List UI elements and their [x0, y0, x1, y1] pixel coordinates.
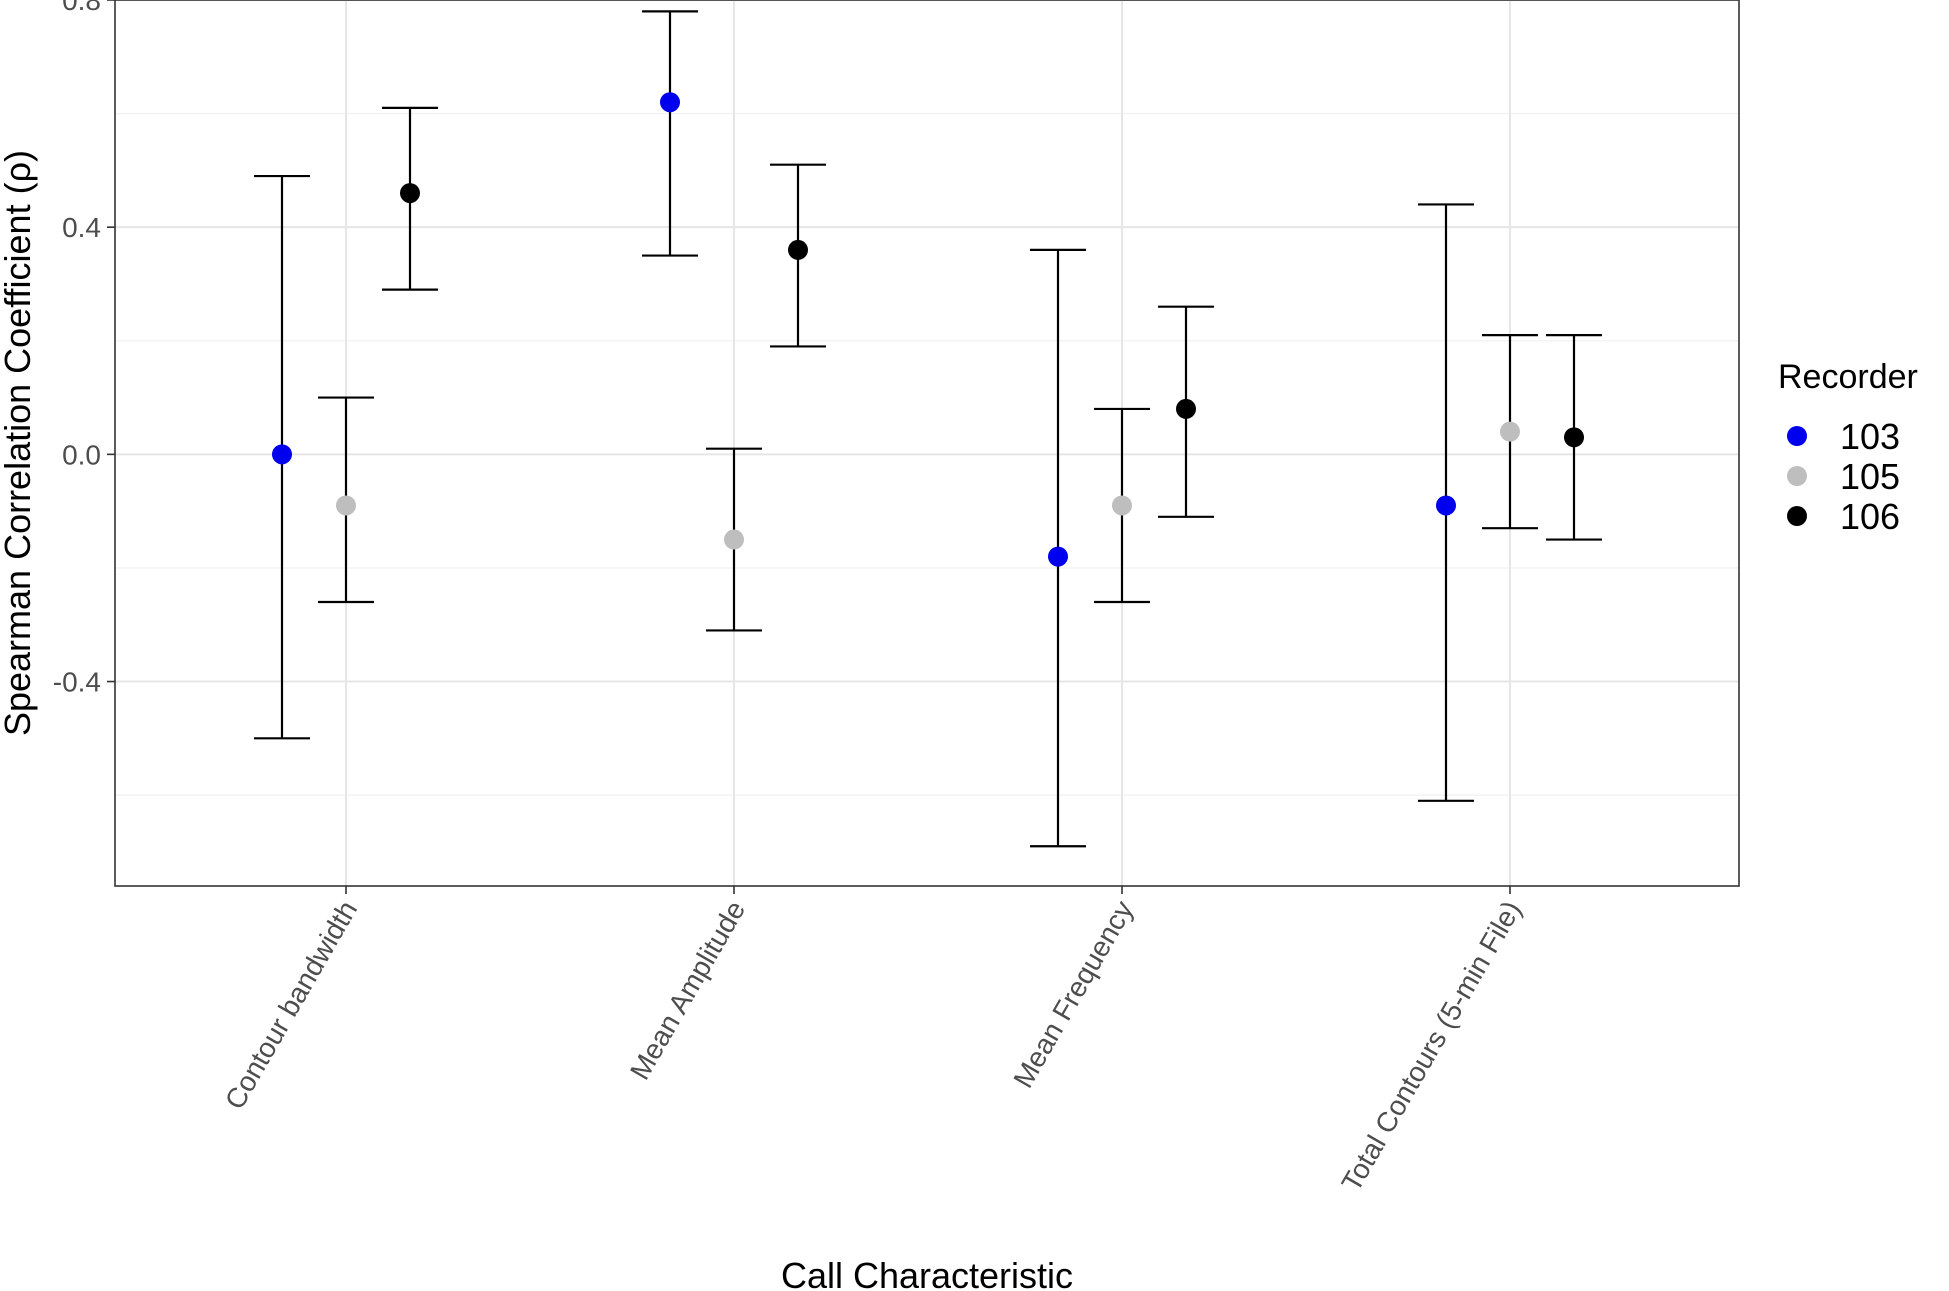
x-tick-label: Total Contours (5-min File): [1335, 896, 1527, 1197]
data-point: [1564, 427, 1584, 448]
legend-key: [1787, 506, 1807, 526]
data-point: [724, 529, 744, 550]
y-axis: 0.8 0.4 0.0 -0.4: [53, 0, 115, 698]
data-point: [788, 239, 808, 260]
y-tick-label: 0.0: [62, 439, 101, 470]
panel-background: [115, 0, 1739, 886]
data-point: [660, 92, 680, 113]
y-axis-title: Spearman Correlation Coefficient (ρ): [0, 150, 38, 736]
grid-lines: [115, 0, 1739, 886]
data-point: [1436, 495, 1456, 516]
series-105: [318, 333, 1538, 632]
data-point: [336, 495, 356, 516]
data-point: [1048, 546, 1068, 567]
legend-label: 105: [1840, 456, 1900, 497]
y-tick-label: 0.8: [62, 0, 101, 16]
x-tick-label: Mean Frequency: [1007, 896, 1139, 1093]
x-tick-label: Mean Amplitude: [624, 896, 751, 1085]
panel-border: [114, 0, 1740, 887]
data-point: [272, 444, 292, 465]
data-point: [400, 183, 420, 204]
data-point: [1112, 495, 1132, 516]
y-tick-label: 0.4: [62, 212, 101, 243]
legend-label: 103: [1840, 416, 1900, 457]
x-tick-label: Contour bandwidth: [219, 896, 363, 1115]
series-106: [382, 106, 1602, 541]
x-axis: Contour bandwidth Mean Amplitude Mean Freq…: [219, 886, 1527, 1197]
legend-key: [1787, 466, 1807, 486]
legend-title: Recorder: [1778, 358, 1918, 396]
data-point: [1176, 398, 1196, 419]
legend-label: 106: [1840, 496, 1900, 537]
data-series: [254, 10, 1602, 848]
series-103: [254, 10, 1474, 848]
data-point: [1500, 421, 1520, 442]
x-axis-title: Call Characteristic: [781, 1255, 1073, 1291]
legend-key: [1787, 426, 1807, 446]
y-tick-label: -0.4: [53, 667, 101, 698]
